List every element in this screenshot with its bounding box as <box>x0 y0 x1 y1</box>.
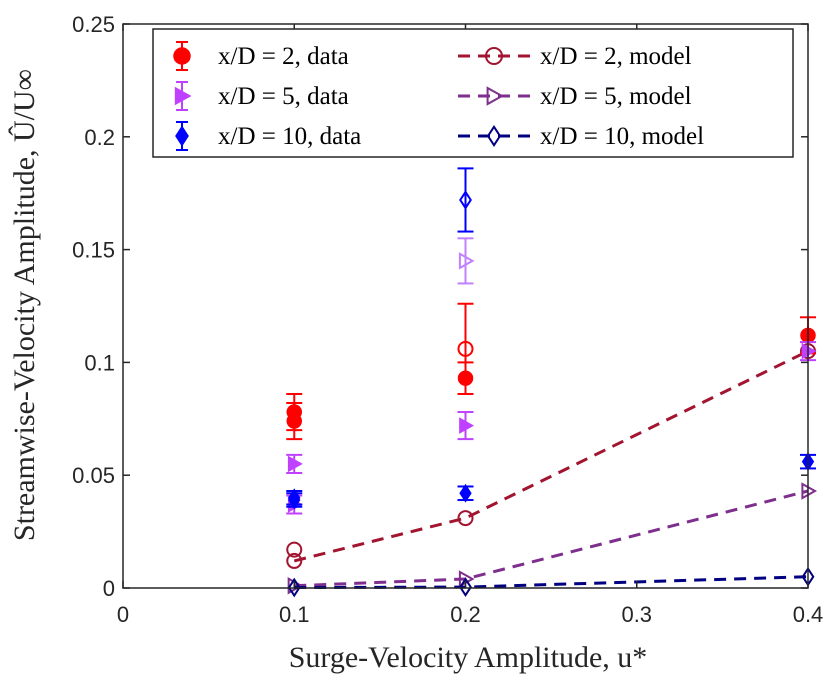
data-point-2-3 <box>459 417 475 434</box>
y-tick-label: 0.05 <box>72 463 115 488</box>
x-tick-label: 0.4 <box>793 602 824 627</box>
model-extra-point-1-1 <box>286 541 303 558</box>
y-tick-label: 0 <box>103 576 115 601</box>
x-axis-title: Surge-Velocity Amplitude, u* <box>289 641 648 674</box>
model-point-3-2 <box>459 577 472 597</box>
model-extra-error-3-1 <box>457 167 474 233</box>
model-extra-error-2-1 <box>457 237 474 285</box>
y-tick-label: 0.1 <box>84 350 115 375</box>
legend-label: x/D = 10, data <box>218 123 361 150</box>
y-tick-label: 0.2 <box>84 125 115 150</box>
legend-label: x/D = 5, data <box>218 83 349 110</box>
legend-marker <box>174 86 192 106</box>
model-point-1-2 <box>457 510 474 527</box>
legend-label: x/D = 2, data <box>218 43 349 70</box>
model-line-1 <box>293 349 809 563</box>
x-tick-label: 0.1 <box>279 602 310 627</box>
data-point-3-2 <box>288 490 301 510</box>
model-extra-point-3-1 <box>459 190 472 210</box>
legend-marker <box>175 125 189 147</box>
model-extra-point-2-1 <box>458 252 475 270</box>
x-tick-label: 0.2 <box>450 602 481 627</box>
y-axis-title: Streamwise-Velocity Amplitude, Û/U∞ <box>8 69 41 541</box>
data-point-2-1 <box>287 455 303 473</box>
data-point-3-3 <box>459 483 472 503</box>
x-tick-label: 0.3 <box>621 602 652 627</box>
legend-box <box>152 28 794 158</box>
legend-label: x/D = 5, model <box>540 83 692 110</box>
x-tick-label: 0 <box>117 602 129 627</box>
model-point-1-1 <box>286 552 303 569</box>
legend-marker <box>486 124 502 148</box>
legend-marker <box>173 47 191 65</box>
model-extra-point-1-2 <box>457 340 474 357</box>
legend-marker <box>486 86 505 106</box>
y-tick-label: 0.25 <box>72 12 115 37</box>
data-marks <box>286 167 818 598</box>
data-point-1-3 <box>457 370 474 386</box>
legend-marker <box>485 47 503 65</box>
legend: x/D = 2, data x/D = 5, data x/D = 10, data… <box>152 28 794 158</box>
axes: 0 0.1 0.2 0.3 0.4 0 0.05 0.1 0.15 0.2 0.25 <box>72 12 823 627</box>
model-point-3-1 <box>287 577 301 598</box>
legend-label: x/D = 2, model <box>540 43 692 70</box>
y-tick-label: 0.15 <box>72 238 115 263</box>
data-point-1-2 <box>286 413 302 429</box>
legend-label: x/D = 10, model <box>540 123 704 150</box>
